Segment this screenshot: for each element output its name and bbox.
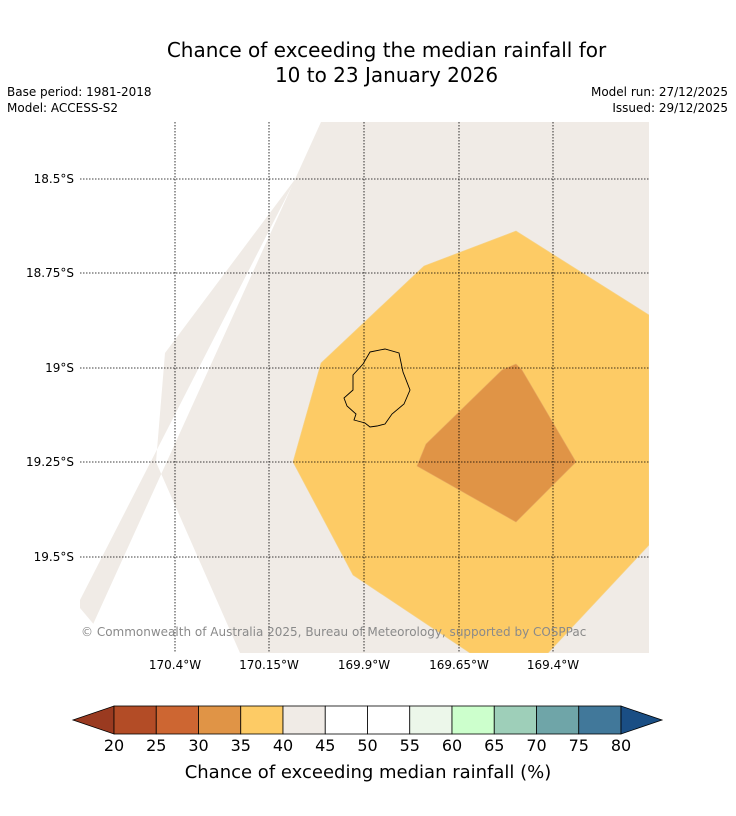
title-line-2: 10 to 23 January 2026 — [274, 63, 499, 87]
island-coastline — [343, 348, 411, 428]
colorbar-box-55-60 — [409, 705, 453, 735]
colorbar-tick-55: 55 — [399, 736, 420, 755]
lon-label-170-4: 170.4°W — [148, 658, 202, 672]
colorbar-box-65-70 — [493, 705, 537, 735]
meta-left: Base period: 1981-2018 Model: ACCESS-S2 — [7, 84, 152, 116]
lon-label-170-15: 170.15°W — [239, 658, 299, 672]
colorbar-box-40-45 — [282, 705, 326, 735]
lon-label-169-65: 169.65°W — [429, 658, 489, 672]
copyright-notice: © Commonwealth of Australia 2025, Bureau… — [81, 625, 587, 639]
lat-label-19-25: 19.25°S — [26, 455, 74, 469]
lon-label-169-4: 169.4°W — [526, 658, 580, 672]
colorbar-box-25-30 — [155, 705, 199, 735]
colorbar-box-45-50 — [324, 705, 368, 735]
colorbar-boxes — [113, 705, 622, 735]
colorbar-tick-35: 35 — [230, 736, 251, 755]
colorbar-over-arrow — [620, 705, 664, 735]
chart-title: Chance of exceeding the median rainfall … — [0, 38, 736, 88]
colorbar-tick-45: 45 — [315, 736, 336, 755]
lat-label-18-75: 18.75°S — [26, 266, 74, 280]
meta-right: Model run: 27/12/2025 Issued: 29/12/2025 — [591, 84, 728, 116]
colorbar-tick-60: 60 — [441, 736, 463, 755]
map-plot-area — [80, 122, 649, 653]
colorbar-tick-80: 80 — [610, 736, 632, 755]
colorbar-tick-30: 30 — [188, 736, 209, 755]
lat-label-18-5: 18.5°S — [33, 172, 74, 186]
lon-label-169-9: 169.9°W — [337, 658, 391, 672]
model-name: Model: ACCESS-S2 — [7, 101, 119, 115]
colorbar-tick-50: 50 — [357, 736, 378, 755]
colorbar-under-arrow — [71, 705, 115, 735]
region-30-35 — [416, 363, 577, 523]
gridlines — [80, 122, 649, 653]
colorbar-box-75-80 — [578, 705, 622, 735]
colorbar-tick-75: 75 — [568, 736, 589, 755]
colorbar-box-70-75 — [536, 705, 580, 735]
colorbar-tick-25: 25 — [146, 736, 167, 755]
lat-label-19-5: 19.5°S — [33, 550, 74, 564]
colorbar-box-30-35 — [198, 705, 242, 735]
base-period: Base period: 1981-2018 — [7, 85, 152, 99]
colorbar-box-60-65 — [451, 705, 495, 735]
model-run: Model run: 27/12/2025 — [590, 85, 728, 99]
colorbar-tick-65: 65 — [484, 736, 505, 755]
colorbar-box-35-40 — [240, 705, 284, 735]
lat-label-19: 19°S — [45, 361, 74, 375]
colorbar-tick-20: 20 — [103, 736, 125, 755]
issued-date: Issued: 29/12/2025 — [612, 101, 728, 115]
colorbar-box-20-25 — [113, 705, 157, 735]
title-line-1: Chance of exceeding the median rainfall … — [166, 38, 607, 62]
colorbar-box-50-55 — [367, 705, 411, 735]
colorbar-tick-40: 40 — [272, 736, 294, 755]
colorbar-label: Chance of exceeding median rainfall (%) — [184, 762, 552, 783]
colorbar-tick-70: 70 — [526, 736, 547, 755]
region-white-corner — [80, 608, 118, 653]
